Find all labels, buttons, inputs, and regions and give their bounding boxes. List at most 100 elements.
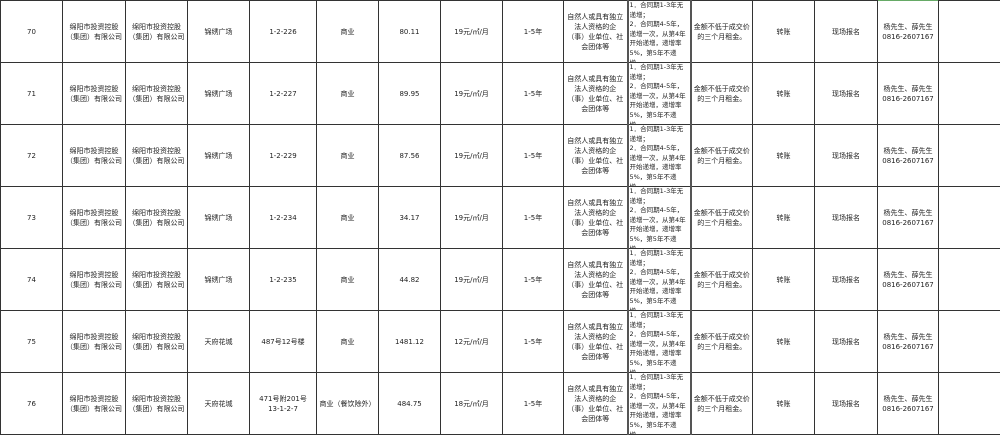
cell-eligibility: 自然人或具有独立法人资格的企（事）业单位、社会团体等 xyxy=(564,311,628,373)
cell-area: 89.95 xyxy=(379,63,441,125)
increase-text: 1．合同期1-3年无递增；2．合同期4-5年，递增一次，从第4年开始递增，递增率… xyxy=(630,1,689,62)
cell-deposit: 金额不低于成交价的三个月租金。 xyxy=(691,373,753,435)
cell-owner: 绵阳市投资控股（集团）有限公司 xyxy=(63,249,126,311)
cell-owner: 绵阳市投资控股（集团）有限公司 xyxy=(63,187,126,249)
cell-price: 19元/㎡/月 xyxy=(441,63,503,125)
cell-project: 锦绣广场 xyxy=(188,1,250,63)
cell-use: 商业 xyxy=(317,249,379,311)
increase-text: 1．合同期1-3年无递增；2．合同期4-5年，递增一次，从第4年开始递增，递增率… xyxy=(630,311,689,372)
cell-term: 1-5年 xyxy=(503,125,564,187)
cell-deposit: 金额不低于成交价的三个月租金。 xyxy=(691,249,753,311)
cell-lessor: 绵阳市投资控股（集团）有限公司 xyxy=(126,187,188,249)
cell-lessor: 绵阳市投资控股（集团）有限公司 xyxy=(126,311,188,373)
cell-payment: 转账 xyxy=(753,373,815,435)
cell-increase: 1．合同期1-3年无递增；2．合同期4-5年，递增一次，从第4年开始递增，递增率… xyxy=(628,249,691,311)
cell-remark xyxy=(939,125,1000,187)
cell-no: 72 xyxy=(1,125,63,187)
cell-payment: 转账 xyxy=(753,311,815,373)
cell-increase: 1．合同期1-3年无递增；2．合同期4-5年，递增一次，从第4年开始递增，递增率… xyxy=(628,311,691,373)
cell-remark xyxy=(939,187,1000,249)
cell-signup: 现场报名 xyxy=(815,373,878,435)
increase-text: 1．合同期1-3年无递增；2．合同期4-5年，递增一次，从第4年开始递增，递增率… xyxy=(630,373,689,434)
cell-signup: 现场报名 xyxy=(815,249,878,311)
cell-project: 锦绣广场 xyxy=(188,125,250,187)
increase-text: 1．合同期1-3年无递增；2．合同期4-5年，递增一次，从第4年开始递增，递增率… xyxy=(630,187,689,248)
table-row: 70 绵阳市投资控股（集团）有限公司 绵阳市投资控股（集团）有限公司 锦绣广场 … xyxy=(1,1,1000,63)
increase-text: 1．合同期1-3年无递增；2．合同期4-5年，递增一次，从第4年开始递增，递增率… xyxy=(630,63,689,124)
cell-area: 44.82 xyxy=(379,249,441,311)
cell-signup: 现场报名 xyxy=(815,311,878,373)
cell-price: 19元/㎡/月 xyxy=(441,1,503,63)
cell-payment: 转账 xyxy=(753,249,815,311)
cell-project: 天府花城 xyxy=(188,311,250,373)
cell-increase: 1．合同期1-3年无递增；2．合同期4-5年，递增一次，从第4年开始递增，递增率… xyxy=(628,1,691,63)
cell-eligibility: 自然人或具有独立法人资格的企（事）业单位、社会团体等 xyxy=(564,1,628,63)
cell-use: 商业 xyxy=(317,125,379,187)
cell-owner: 绵阳市投资控股（集团）有限公司 xyxy=(63,125,126,187)
cell-owner: 绵阳市投资控股（集团）有限公司 xyxy=(63,373,126,435)
cell-signup: 现场报名 xyxy=(815,125,878,187)
cell-lessor: 绵阳市投资控股（集团）有限公司 xyxy=(126,373,188,435)
cell-deposit: 金额不低于成交价的三个月租金。 xyxy=(691,187,753,249)
cell-lessor: 绵阳市投资控股（集团）有限公司 xyxy=(126,249,188,311)
cell-area: 1481.12 xyxy=(379,311,441,373)
cell-project: 锦绣广场 xyxy=(188,249,250,311)
increase-text: 1．合同期1-3年无递增；2．合同期4-5年，递增一次，从第4年开始递增，递增率… xyxy=(630,249,689,310)
cell-area: 34.17 xyxy=(379,187,441,249)
cell-signup: 现场报名 xyxy=(815,187,878,249)
cell-area: 80.11 xyxy=(379,1,441,63)
cell-price: 12元/㎡/月 xyxy=(441,311,503,373)
cell-no: 75 xyxy=(1,311,63,373)
cell-increase: 1．合同期1-3年无递增；2．合同期4-5年，递增一次，从第4年开始递增，递增率… xyxy=(628,125,691,187)
cell-use: 商业 xyxy=(317,1,379,63)
cell-lessor: 绵阳市投资控股（集团）有限公司 xyxy=(126,63,188,125)
cell-project: 锦绣广场 xyxy=(188,187,250,249)
cell-unit: 1-2-234 xyxy=(250,187,317,249)
cell-unit: 1-2-227 xyxy=(250,63,317,125)
cell-term: 1-5年 xyxy=(503,187,564,249)
table-row: 76 绵阳市投资控股（集团）有限公司 绵阳市投资控股（集团）有限公司 天府花城 … xyxy=(1,373,1000,435)
cell-term: 1-5年 xyxy=(503,249,564,311)
cell-payment: 转账 xyxy=(753,187,815,249)
cell-deposit: 金额不低于成交价的三个月租金。 xyxy=(691,1,753,63)
cell-price: 19元/㎡/月 xyxy=(441,249,503,311)
cell-eligibility: 自然人或具有独立法人资格的企（事）业单位、社会团体等 xyxy=(564,249,628,311)
cell-no: 71 xyxy=(1,63,63,125)
cell-unit: 1-2-229 xyxy=(250,125,317,187)
cell-use: 商业 xyxy=(317,63,379,125)
cell-no: 70 xyxy=(1,1,63,63)
cell-use: 商业 xyxy=(317,311,379,373)
cell-term: 1-5年 xyxy=(503,311,564,373)
cell-project: 天府花城 xyxy=(188,373,250,435)
cell-use: 商业（餐饮除外） xyxy=(317,373,379,435)
cell-owner: 绵阳市投资控股（集团）有限公司 xyxy=(63,1,126,63)
cell-eligibility: 自然人或具有独立法人资格的企（事）业单位、社会团体等 xyxy=(564,63,628,125)
cell-term: 1-5年 xyxy=(503,63,564,125)
cell-remark xyxy=(939,249,1000,311)
cell-use: 商业 xyxy=(317,187,379,249)
cell-term: 1-5年 xyxy=(503,1,564,63)
cell-area: 484.75 xyxy=(379,373,441,435)
cell-unit: 1-2-226 xyxy=(250,1,317,63)
cell-price: 19元/㎡/月 xyxy=(441,125,503,187)
cell-owner: 绵阳市投资控股（集团）有限公司 xyxy=(63,63,126,125)
cell-term: 1-5年 xyxy=(503,373,564,435)
increase-text: 1．合同期1-3年无递增；2．合同期4-5年，递增一次，从第4年开始递增，递增率… xyxy=(630,125,689,186)
cell-remark xyxy=(939,63,1000,125)
cell-lessor: 绵阳市投资控股（集团）有限公司 xyxy=(126,125,188,187)
cell-signup: 现场报名 xyxy=(815,1,878,63)
cell-increase: 1．合同期1-3年无递增；2．合同期4-5年，递增一次，从第4年开始递增，递增率… xyxy=(628,373,691,435)
table-row: 75 绵阳市投资控股（集团）有限公司 绵阳市投资控股（集团）有限公司 天府花城 … xyxy=(1,311,1000,373)
cell-deposit: 金额不低于成交价的三个月租金。 xyxy=(691,125,753,187)
cell-price: 19元/㎡/月 xyxy=(441,187,503,249)
cell-area: 87.56 xyxy=(379,125,441,187)
cell-lessor: 绵阳市投资控股（集团）有限公司 xyxy=(126,1,188,63)
cell-eligibility: 自然人或具有独立法人资格的企（事）业单位、社会团体等 xyxy=(564,125,628,187)
table-row: 73 绵阳市投资控股（集团）有限公司 绵阳市投资控股（集团）有限公司 锦绣广场 … xyxy=(1,187,1000,249)
